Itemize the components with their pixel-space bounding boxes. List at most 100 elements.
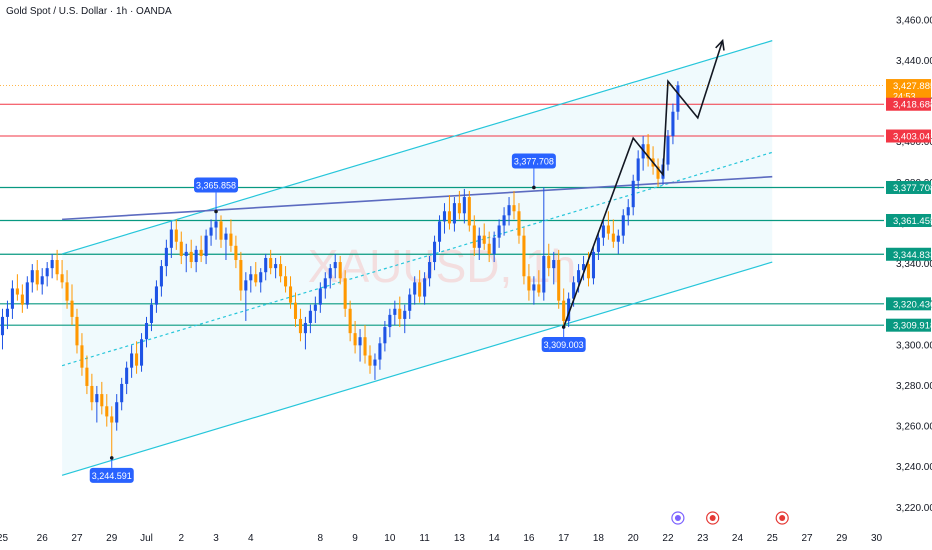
candle [378,337,382,370]
x-tick-label: 3 [213,533,219,544]
candle-body [40,276,44,285]
x-tick-label: 8 [318,533,324,544]
level-label-bg [886,97,931,111]
candle [105,394,109,427]
level-price-label: 3,361.455 [886,213,932,227]
candle-body [631,180,635,208]
candle-body [174,229,178,242]
candle-body [383,327,387,344]
candle [433,235,437,271]
candle [219,215,223,248]
candle-body [249,274,253,281]
x-tick-label: 27 [801,533,813,544]
candle [75,308,79,354]
candle [284,266,288,293]
candle-body [348,308,352,334]
candle-body [398,308,402,319]
candle [621,209,625,244]
candle-body [457,203,461,214]
candle-body [209,227,213,236]
candle-body [323,278,327,289]
level-label-bg [886,318,931,332]
candle-body [343,278,347,309]
lightning-event-icon[interactable] [671,511,685,525]
candle [139,333,144,372]
candle [293,292,298,328]
candle [333,253,337,279]
candle-body [502,215,506,226]
candle-body [75,316,79,346]
candle-body [447,211,451,224]
candle-body [581,264,586,271]
candle [502,207,506,236]
x-tick-label: 16 [523,533,535,544]
candle-body [616,235,620,242]
level-price-label: 3,344.833 [886,247,932,261]
candle-body [244,280,248,291]
level-label-text: 3,377.708 [893,183,932,194]
y-tick-label: 3,300.000 [896,340,932,351]
x-tick-label: 14 [489,533,501,544]
candle-body [572,282,576,299]
candle [65,270,69,309]
candle-body [199,249,203,256]
candle [120,377,124,411]
candle [318,282,322,313]
candle [55,249,59,281]
projection-arrowhead [715,38,725,51]
candle-body [279,264,283,277]
candle [214,211,218,240]
candle [149,298,154,332]
candle [90,373,94,411]
candle-body [0,316,5,336]
x-tick-label: 29 [836,533,848,544]
price-callout: 3,309.003 [541,325,586,353]
us-flag-event-icon-core [709,515,716,521]
candle [542,187,546,301]
candle-body [105,406,109,417]
symbol-title[interactable]: Gold Spot / U.S. Dollar · 1h · OANDA [6,6,172,17]
candle-body [100,394,104,407]
level-label-text: 3,309.918 [893,321,932,332]
candle [30,264,34,293]
candle [179,231,183,265]
level-price-label: 3,377.708 [886,180,932,194]
level-label-text: 3,361.455 [893,216,932,227]
candle-body [70,300,74,317]
candle-body [482,235,486,244]
candle-body [497,225,501,238]
callout-label: 3,244.591 [92,471,132,481]
candle [269,249,273,275]
candle-body [50,260,54,269]
us-flag-event-icon[interactable] [775,511,789,525]
candle [437,215,442,252]
candle-body [259,272,263,283]
candle [328,264,332,289]
candle-body [423,278,427,297]
candle-body [388,314,392,328]
candle-body [353,333,357,346]
candle [313,296,317,323]
candle [581,255,586,281]
us-flag-event-icon[interactable] [706,511,720,525]
candle-body [591,251,596,279]
candle-body [189,251,193,263]
candle [487,231,491,263]
candle [452,197,456,232]
candle-body [288,286,293,303]
candle [80,333,84,376]
candle [552,251,556,285]
channel-fill [62,40,773,476]
lightning-event-icon-core [674,515,681,521]
level-price-label: 3,418.688 [886,97,932,111]
x-tick-label: 24 [732,533,744,544]
callout-box [511,153,556,169]
callout-dot [109,456,114,460]
y-tick-label: 3,340.000 [896,259,932,270]
candle-body [214,221,218,228]
candle-body [636,158,640,181]
candle [482,223,486,250]
candle [666,130,670,171]
